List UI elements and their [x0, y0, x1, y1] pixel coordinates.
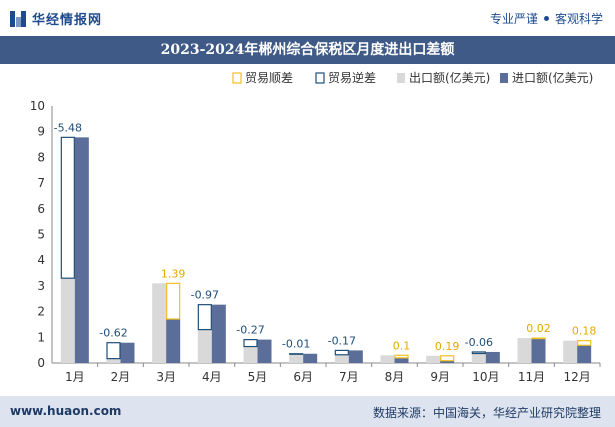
- deficit-outline: [197, 304, 212, 331]
- import-bar: [257, 339, 272, 363]
- import-bar: [440, 360, 455, 363]
- deficit-outline: [334, 349, 349, 356]
- legend-surplus-label: 贸易顺差: [245, 71, 293, 85]
- y-tick-label: 1: [37, 330, 45, 344]
- balance-data-label: 0.1: [393, 339, 411, 352]
- footer-website[interactable]: www.huaon.com: [10, 404, 122, 418]
- export-bar: [471, 353, 486, 363]
- surplus-outline: [440, 355, 455, 362]
- surplus-outline: [166, 282, 181, 320]
- logo-icon: [10, 10, 26, 27]
- x-tick-label: 12月: [564, 370, 591, 384]
- balance-data-label: -0.62: [99, 327, 127, 340]
- y-tick-label: 0: [37, 356, 45, 370]
- balance-data-label: 0.02: [526, 322, 551, 335]
- slogan-right: 客观科学: [554, 12, 603, 26]
- y-tick-label: 4: [37, 253, 45, 267]
- surplus-outline: [531, 337, 546, 340]
- import-bar: [485, 351, 500, 363]
- balance-data-label: 0.19: [435, 340, 460, 353]
- y-tick-label: 3: [37, 279, 45, 293]
- legend-export-swatch: [397, 73, 405, 83]
- brand[interactable]: 华经情报网: [10, 9, 102, 28]
- x-tick-label: 5月: [248, 370, 268, 384]
- export-bar: [426, 355, 441, 363]
- y-tick-label: 5: [37, 228, 45, 242]
- balance-data-label: -0.01: [282, 338, 310, 351]
- y-tick-label: 2: [37, 305, 45, 319]
- y-tick-label: 6: [37, 202, 45, 216]
- deficit-outline: [289, 353, 304, 355]
- deficit-outline: [60, 136, 75, 279]
- balance-data-label: -0.06: [465, 336, 493, 349]
- x-tick-label: 6月: [293, 370, 313, 384]
- export-bar: [380, 355, 395, 363]
- balance-data-label: -0.27: [236, 324, 264, 337]
- legend-import-label: 进口额(亿美元): [512, 70, 593, 85]
- footer: www.huaon.com 数据来源：中国海关，华经产业研究院整理: [0, 396, 615, 427]
- legend-surplus-swatch: [232, 72, 242, 84]
- top-bar: 华经情报网 专业严谨 客观科学: [0, 0, 615, 36]
- import-bar: [120, 342, 135, 363]
- chart-title: 2023-2024年郴州综合保税区月度进出口差额: [0, 36, 615, 64]
- x-tick-label: 10月: [472, 370, 499, 384]
- import-bar: [577, 345, 592, 363]
- balance-data-label: 1.39: [161, 267, 186, 280]
- slogan: 专业严谨 客观科学: [490, 10, 603, 27]
- x-tick-label: 1月: [65, 370, 85, 384]
- x-tick-label: 3月: [156, 370, 176, 384]
- legend-deficit-swatch: [315, 72, 325, 84]
- legend-deficit-label: 贸易逆差: [328, 70, 376, 85]
- export-bar: [60, 278, 75, 363]
- export-bar: [289, 354, 304, 363]
- export-bar: [106, 358, 121, 363]
- legend-export-label: 出口额(亿美元): [409, 70, 490, 85]
- surplus-outline: [394, 354, 409, 359]
- import-bar: [303, 353, 318, 363]
- y-tick-label: 8: [37, 150, 45, 164]
- x-tick-label: 11月: [518, 370, 545, 384]
- import-bar: [394, 357, 409, 363]
- x-tick-label: 9月: [430, 370, 450, 384]
- deficit-outline: [471, 351, 486, 355]
- y-tick-label: 9: [37, 125, 45, 139]
- balance-data-label: -0.17: [328, 334, 356, 347]
- import-bar: [531, 338, 546, 363]
- import-bar: [166, 319, 181, 363]
- x-tick-label: 8月: [385, 370, 405, 384]
- export-bar: [563, 340, 578, 363]
- export-bar: [243, 346, 258, 363]
- x-tick-label: 7月: [339, 370, 359, 384]
- import-bar: [348, 350, 363, 363]
- surplus-outline: [577, 340, 592, 346]
- import-bar: [74, 137, 89, 363]
- balance-data-label: -5.48: [54, 121, 82, 134]
- deficit-outline: [243, 339, 258, 348]
- x-tick-label: 4月: [202, 370, 222, 384]
- export-bar: [517, 338, 532, 363]
- import-bar: [211, 304, 226, 363]
- brand-name: 华经情报网: [32, 13, 103, 28]
- balance-data-label: 0.18: [572, 325, 597, 338]
- export-bar: [334, 354, 349, 363]
- export-bar: [197, 329, 212, 363]
- y-tick-label: 10: [30, 99, 45, 113]
- balance-data-label: -0.97: [191, 289, 219, 302]
- slogan-left: 专业严谨: [489, 12, 538, 26]
- bar-chart: 0 1 2 3 4 5 6 7 8 9 10 -5.48 1月 -0.62 2月 1.39 3月 -0.97 4月 -…: [30, 70, 601, 384]
- export-bar: [152, 283, 167, 363]
- bullet-icon: [543, 16, 549, 21]
- x-tick-label: 2月: [111, 370, 131, 384]
- y-tick-label: 7: [37, 176, 45, 190]
- deficit-outline: [106, 342, 121, 360]
- footer-source: 数据来源：中国海关，华经产业研究院整理: [372, 406, 601, 420]
- legend-import-swatch: [500, 73, 508, 83]
